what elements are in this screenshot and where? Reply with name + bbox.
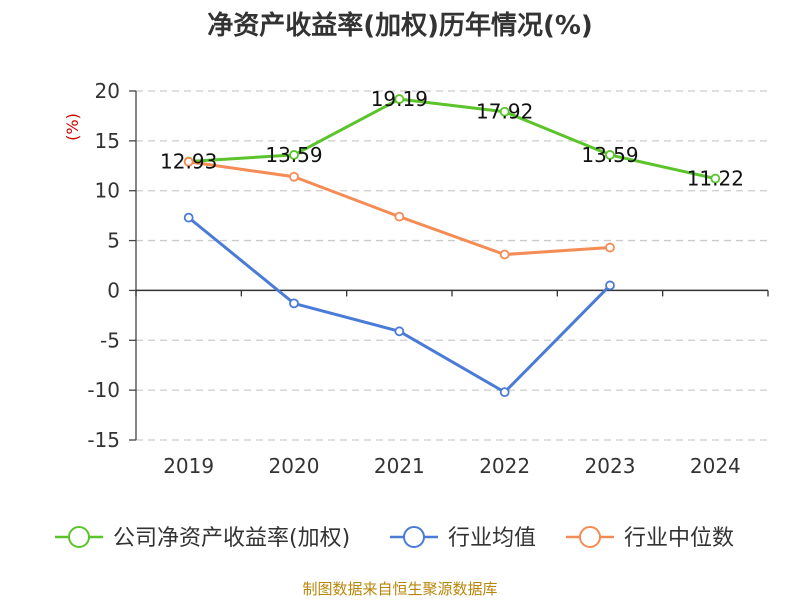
grid xyxy=(136,90,768,441)
data-label: 13.59 xyxy=(265,143,322,167)
x-tick-label: 2019 xyxy=(163,454,214,478)
data-point xyxy=(183,156,194,167)
data-point xyxy=(394,94,405,104)
x-tick-label: 2021 xyxy=(374,454,425,478)
y-tick-label: -5 xyxy=(100,328,120,352)
data-point xyxy=(605,280,615,291)
data-label: 19.19 xyxy=(371,87,428,111)
y-tick-label: -15 xyxy=(87,428,120,452)
x-tick-label: 2022 xyxy=(479,454,530,478)
legend-marker xyxy=(403,526,425,548)
legend-label: 行业均值 xyxy=(448,526,536,551)
series-layer xyxy=(183,94,721,398)
data-label: 11.22 xyxy=(687,167,744,191)
data-label: 12.93 xyxy=(160,149,217,173)
series-line-1 xyxy=(187,216,612,394)
data-labels: 12.93 13.59 19.19 17.92 13.59 11.22 xyxy=(160,87,744,190)
y-tick-label: 0 xyxy=(107,278,120,302)
x-tick-label: 2020 xyxy=(269,454,320,478)
legend-marker xyxy=(68,526,90,548)
chart-title: 净资产收益率(加权)历年情况(%) xyxy=(207,10,593,41)
legend-marker xyxy=(579,526,601,548)
data-label: 13.59 xyxy=(581,143,638,167)
data-point xyxy=(183,212,194,223)
data-point xyxy=(289,298,299,309)
legend-label: 行业中位数 xyxy=(624,526,734,551)
data-point xyxy=(289,150,299,160)
data-point xyxy=(605,150,615,160)
data-point xyxy=(289,171,299,182)
y-tick-label: 5 xyxy=(107,229,120,253)
y-tick-label: 10 xyxy=(95,179,120,203)
data-point xyxy=(499,387,510,398)
data-label: 17.92 xyxy=(476,100,533,124)
y-axis-label: (%) xyxy=(63,113,82,141)
y-tick-label: 20 xyxy=(95,79,120,103)
source-note: 制图数据来自恒生聚源数据库 xyxy=(302,580,497,598)
series-line-0 xyxy=(188,97,716,181)
y-tick-label: 15 xyxy=(95,129,120,153)
axes: 20 15 10 5 0 -5 -10 -15 2019 2020 2021 2022 2023 2024 xyxy=(87,79,769,478)
data-point xyxy=(394,211,405,222)
y-tick-label: -10 xyxy=(87,378,120,402)
x-tick-label: 2023 xyxy=(585,454,636,478)
data-point xyxy=(394,326,405,337)
data-point xyxy=(710,173,721,184)
x-tick-label: 2024 xyxy=(690,454,741,478)
data-point xyxy=(499,249,510,260)
legend: 公司净资产收益率(加权) 行业均值 行业中位数 xyxy=(55,526,734,551)
data-point xyxy=(499,106,510,117)
data-point xyxy=(605,242,615,253)
legend-label: 公司净资产收益率(加权) xyxy=(113,526,350,551)
